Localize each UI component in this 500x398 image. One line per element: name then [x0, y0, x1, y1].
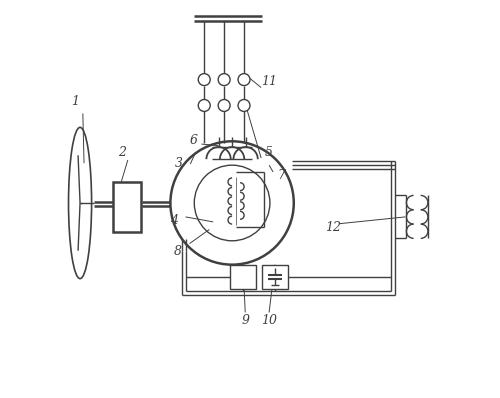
Circle shape	[198, 100, 210, 111]
Text: 12: 12	[326, 221, 342, 234]
Bar	[230, 265, 256, 289]
Circle shape	[194, 165, 270, 241]
Text: 6: 6	[190, 134, 198, 146]
Circle shape	[218, 100, 230, 111]
Bar	[112, 182, 142, 232]
Text: 3: 3	[174, 158, 182, 170]
Circle shape	[198, 74, 210, 86]
Ellipse shape	[68, 127, 92, 279]
Text: 8: 8	[174, 245, 182, 258]
Circle shape	[170, 141, 294, 265]
Text: 11: 11	[261, 75, 277, 88]
Text: 1: 1	[71, 95, 79, 108]
Text: 4: 4	[170, 215, 177, 227]
Text: 9: 9	[241, 314, 249, 327]
Text: 10: 10	[261, 314, 277, 327]
Text: 2: 2	[118, 146, 126, 158]
Text: 7: 7	[277, 170, 285, 182]
Bar	[262, 265, 288, 289]
Circle shape	[218, 74, 230, 86]
Text: 5: 5	[265, 146, 273, 158]
Circle shape	[238, 74, 250, 86]
Circle shape	[238, 100, 250, 111]
